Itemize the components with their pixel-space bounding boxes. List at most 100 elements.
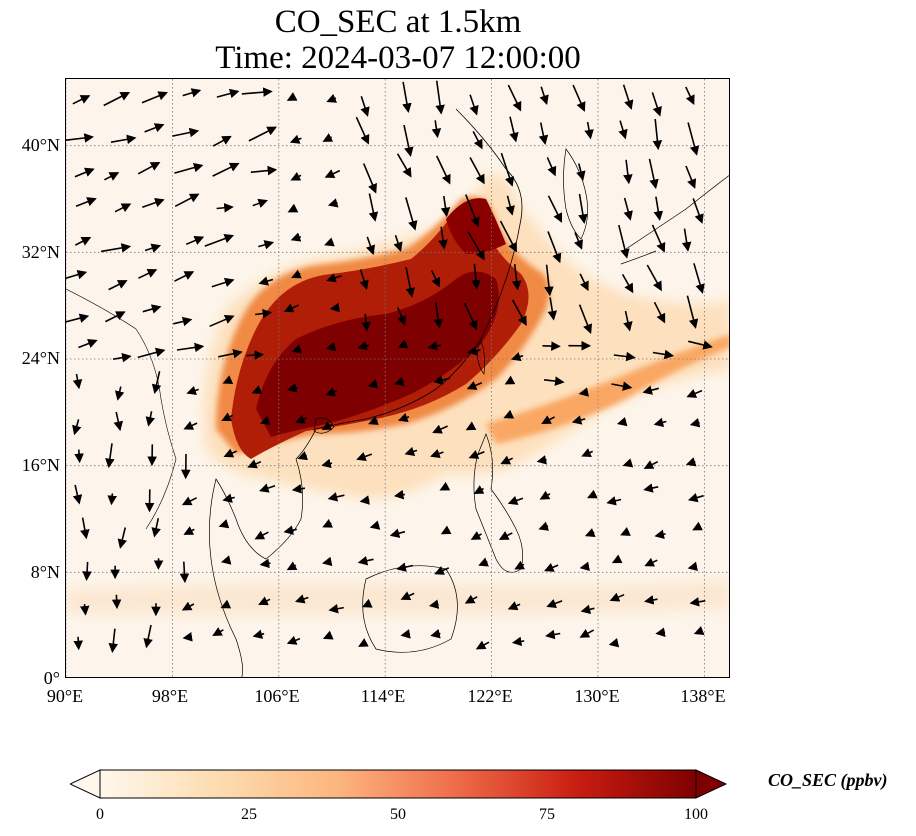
wind-arrow: [584, 528, 596, 538]
wind-arrow: [183, 526, 195, 535]
wind-arrow: [79, 604, 90, 616]
wind-arrow: [357, 341, 370, 351]
map-frame: [65, 78, 730, 678]
wind-arrow: [653, 301, 666, 324]
wind-arrow: [222, 493, 235, 503]
wind-arrow: [536, 455, 547, 465]
wind-arrow: [100, 243, 132, 253]
wind-arrow: [142, 198, 165, 208]
wind-arrow: [393, 234, 403, 253]
wind-arrow: [326, 273, 342, 283]
wind-arrow: [114, 203, 132, 213]
wind-arrow: [176, 342, 205, 353]
wind-arrow: [110, 134, 137, 145]
wind-arrow: [356, 451, 373, 461]
wind-arrow: [435, 155, 451, 185]
wind-arrow: [692, 521, 703, 531]
wind-arrow: [430, 270, 441, 288]
wind-arrow: [579, 628, 595, 638]
wind-arrow: [685, 457, 697, 467]
wind-arrow: [367, 379, 379, 389]
wind-arrow: [546, 598, 563, 608]
wind-arrow: [223, 448, 238, 458]
map-title-line1: CO_SEC at 1.5km: [274, 4, 522, 40]
colorbar-extend-low: [68, 769, 101, 799]
colorbar-tick-0: 0: [96, 806, 104, 823]
wind-arrow: [72, 419, 82, 436]
wind-arrow: [182, 632, 193, 642]
lon-label-122: 122°E: [467, 686, 513, 706]
wind-arrow: [685, 165, 697, 189]
wind-arrow: [113, 411, 123, 432]
colorbar: [68, 768, 730, 807]
wind-arrow: [478, 557, 489, 567]
coastline-indochina: [209, 458, 303, 677]
wind-arrow: [507, 84, 522, 112]
wind-arrow: [108, 280, 128, 291]
wind-arrow: [463, 302, 478, 331]
wind-arrow: [144, 243, 162, 253]
lon-label-130: 130°E: [574, 686, 620, 706]
wind-arrow: [324, 237, 335, 247]
wind-arrow: [220, 599, 232, 609]
wind-arrow: [547, 297, 558, 321]
wind-arrow: [609, 592, 625, 602]
wind-arrow: [289, 134, 302, 144]
lat-label-32: 32°N: [21, 242, 60, 262]
wind-arrow: [220, 555, 232, 565]
wind-arrow: [538, 521, 550, 531]
lat-label-0: 0°: [43, 668, 60, 688]
wind-vectors: [66, 80, 713, 653]
wind-arrow: [428, 599, 440, 609]
wind-arrow: [499, 220, 517, 253]
wind-arrow: [435, 80, 445, 115]
wind-arrow: [252, 629, 265, 639]
wind-arrow: [473, 485, 485, 494]
wind-arrow: [693, 626, 705, 635]
wind-arrow: [172, 127, 200, 138]
wind-arrow: [654, 529, 666, 539]
wind-arrow: [185, 236, 205, 246]
wind-arrow: [432, 424, 448, 434]
wind-arrow: [544, 376, 565, 386]
colorbar-tick-50: 50: [390, 806, 406, 823]
wind-arrow: [247, 459, 262, 469]
wind-arrow: [539, 490, 551, 500]
wind-arrow: [440, 525, 452, 535]
wind-arrow: [322, 630, 334, 640]
wind-arrow: [465, 194, 480, 228]
wind-arrow: [355, 116, 370, 145]
wind-arrow: [295, 414, 308, 424]
wind-arrow: [212, 627, 224, 636]
wind-arrow: [259, 415, 271, 425]
wind-arrow: [471, 263, 481, 290]
wind-arrow: [504, 375, 516, 385]
wind-arrow: [544, 264, 554, 297]
wind-arrow: [211, 277, 235, 288]
wind-arrow: [174, 271, 195, 282]
wind-arrow: [357, 556, 374, 566]
wind-arrow: [608, 638, 620, 648]
plume-core-dark: [256, 271, 499, 437]
wind-arrow: [514, 560, 526, 570]
wind-arrow: [142, 304, 162, 314]
wind-arrow: [440, 195, 451, 218]
wind-arrow: [179, 561, 190, 584]
wind-arrow: [571, 415, 586, 425]
lat-label-8: 8°N: [30, 562, 60, 582]
wind-arrow: [611, 554, 623, 564]
wind-arrow: [648, 158, 659, 190]
wind-arrow: [511, 264, 522, 291]
wind-arrow: [685, 86, 695, 106]
wind-arrow: [103, 91, 131, 107]
wind-arrow: [542, 341, 561, 351]
wind-arrow: [584, 121, 594, 140]
wind-arrow: [138, 269, 158, 279]
wind-arrow: [578, 304, 593, 334]
wind-arrow: [439, 481, 451, 491]
wind-arrow: [546, 157, 557, 177]
wind-arrow: [145, 411, 155, 427]
colorbar-tick-100: 100: [684, 806, 708, 823]
wind-arrow: [643, 483, 659, 493]
coastline-taiwan: [477, 340, 485, 375]
